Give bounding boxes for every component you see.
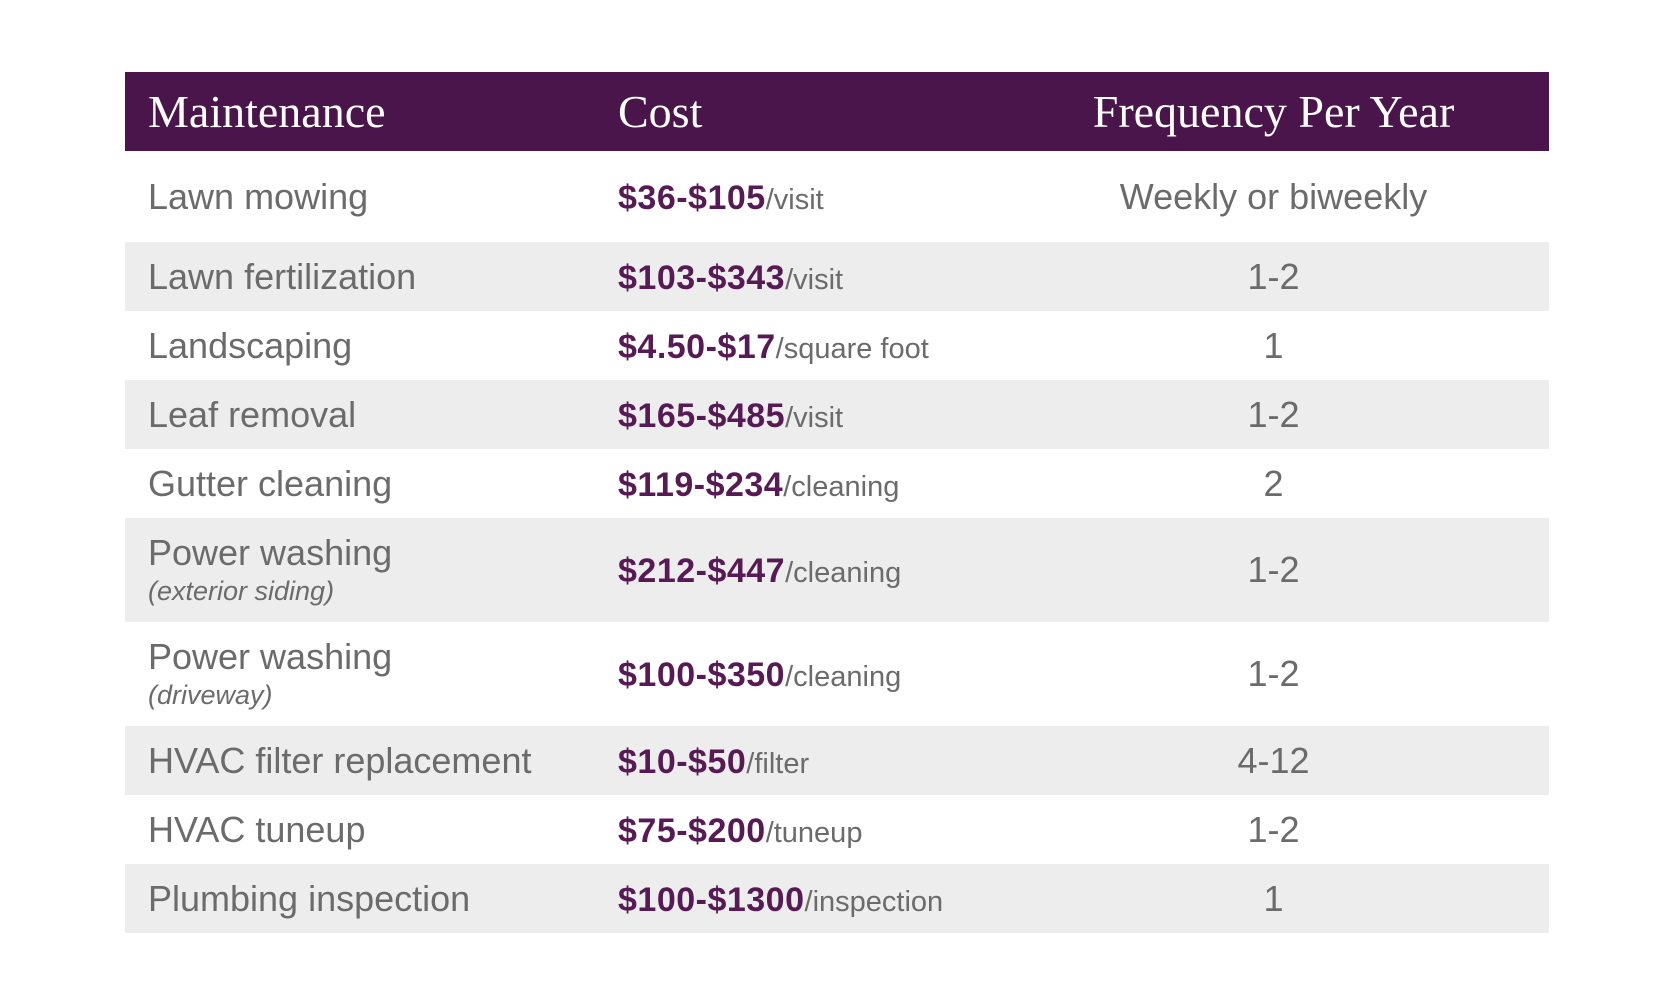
cost-cell: $103-$343/visit <box>618 256 998 298</box>
table-row: HVAC filter replacement $10-$50/filter 4… <box>125 726 1549 795</box>
cost-value: $100-$350 <box>618 656 786 694</box>
cost-cell: $100-$1300/inspection <box>618 878 998 920</box>
cost-cell: $119-$234/cleaning <box>618 463 998 505</box>
frequency-cell: 1-2 <box>1247 393 1300 435</box>
table-row: Power washing (driveway) $100-$350/clean… <box>125 622 1549 726</box>
cost-unit: /visit <box>765 183 824 216</box>
cost-value: $165-$485 <box>618 396 786 435</box>
table-row: Lawn mowing $36-$105/visit Weekly or biw… <box>125 151 1549 242</box>
table-header-row: Maintenance Cost Frequency Per Year <box>125 72 1549 151</box>
cost-unit: /cleaning <box>785 661 902 693</box>
cost-cell: $10-$50/filter <box>618 740 998 782</box>
frequency-cell: 1-2 <box>1247 808 1300 850</box>
header-maintenance: Maintenance <box>148 86 386 137</box>
frequency-cell: 1 <box>1263 324 1284 366</box>
cost-cell: $75-$200/tuneup <box>618 809 998 851</box>
cost-cell: $212-$447/cleaning <box>618 549 998 591</box>
maintenance-label: Gutter cleaning <box>148 462 393 504</box>
table-row: Power washing (exterior siding) $212-$44… <box>125 518 1549 622</box>
cost-unit: /cleaning <box>783 470 900 503</box>
maintenance-cell: Power washing (driveway) <box>125 635 618 712</box>
maintenance-label: Plumbing inspection <box>148 877 471 919</box>
maintenance-cell: Lawn fertilization <box>125 257 618 297</box>
cost-value: $10-$50 <box>618 742 747 781</box>
maintenance-cell: Landscaping <box>125 326 618 366</box>
cost-value: $119-$234 <box>618 465 784 504</box>
cost-value: $75-$200 <box>618 811 766 850</box>
table-row: Leaf removal $165-$485/visit 1-2 <box>125 380 1549 449</box>
table-row: Gutter cleaning $119-$234/cleaning 2 <box>125 449 1549 518</box>
maintenance-label: Lawn mowing <box>148 175 369 217</box>
frequency-cell: 1-2 <box>1247 255 1300 297</box>
cost-cell: $4.50-$17/square foot <box>618 325 998 367</box>
maintenance-label: Leaf removal <box>148 393 357 435</box>
maintenance-sublabel: (exterior siding) <box>148 576 335 607</box>
maintenance-cell: Plumbing inspection <box>125 879 618 919</box>
cost-unit: /cleaning <box>785 557 902 589</box>
maintenance-cost-table: Maintenance Cost Frequency Per Year Lawn… <box>125 72 1549 933</box>
header-frequency: Frequency Per Year <box>1092 86 1455 137</box>
cost-unit: /visit <box>785 263 844 296</box>
maintenance-cell: Lawn mowing <box>125 177 618 217</box>
maintenance-cell: Power washing (exterior siding) <box>125 531 618 608</box>
maintenance-cell: HVAC filter replacement <box>125 741 618 781</box>
cost-value: $100-$1300 <box>618 880 805 919</box>
frequency-cell: 1-2 <box>1247 549 1300 590</box>
maintenance-label: HVAC tuneup <box>148 808 366 850</box>
cost-cell: $36-$105/visit <box>618 176 998 218</box>
cost-value: $103-$343 <box>618 258 786 297</box>
table-row: HVAC tuneup $75-$200/tuneup 1-2 <box>125 795 1549 864</box>
table-row: Landscaping $4.50-$17/square foot 1 <box>125 311 1549 380</box>
table-row: Plumbing inspection $100-$1300/inspectio… <box>125 864 1549 933</box>
cost-unit: /inspection <box>804 885 944 918</box>
frequency-cell: 4-12 <box>1237 739 1310 781</box>
cost-value: $212-$447 <box>618 552 786 590</box>
maintenance-label: Lawn fertilization <box>148 255 417 297</box>
table-row: Lawn fertilization $103-$343/visit 1-2 <box>125 242 1549 311</box>
maintenance-cell: HVAC tuneup <box>125 810 618 850</box>
maintenance-label: HVAC filter replacement <box>148 739 532 781</box>
frequency-cell: 1-2 <box>1247 653 1300 694</box>
maintenance-label: Power washing <box>148 635 393 677</box>
cost-unit: /visit <box>785 401 844 434</box>
maintenance-cell: Gutter cleaning <box>125 464 618 504</box>
cost-unit: /filter <box>746 747 810 780</box>
cost-cell: $165-$485/visit <box>618 394 998 436</box>
cost-unit: /square foot <box>775 332 929 365</box>
header-cost: Cost <box>618 86 703 137</box>
cost-value: $36-$105 <box>618 178 766 217</box>
cost-value: $4.50-$17 <box>618 327 776 366</box>
cost-unit: /tuneup <box>765 816 863 849</box>
maintenance-sublabel: (driveway) <box>148 680 273 711</box>
maintenance-label: Power washing <box>148 531 393 573</box>
frequency-cell: Weekly or biweekly <box>1119 175 1428 217</box>
maintenance-cell: Leaf removal <box>125 395 618 435</box>
cost-cell: $100-$350/cleaning <box>618 653 998 695</box>
frequency-cell: 1 <box>1263 877 1284 919</box>
frequency-cell: 2 <box>1263 462 1284 504</box>
maintenance-label: Landscaping <box>148 324 353 366</box>
